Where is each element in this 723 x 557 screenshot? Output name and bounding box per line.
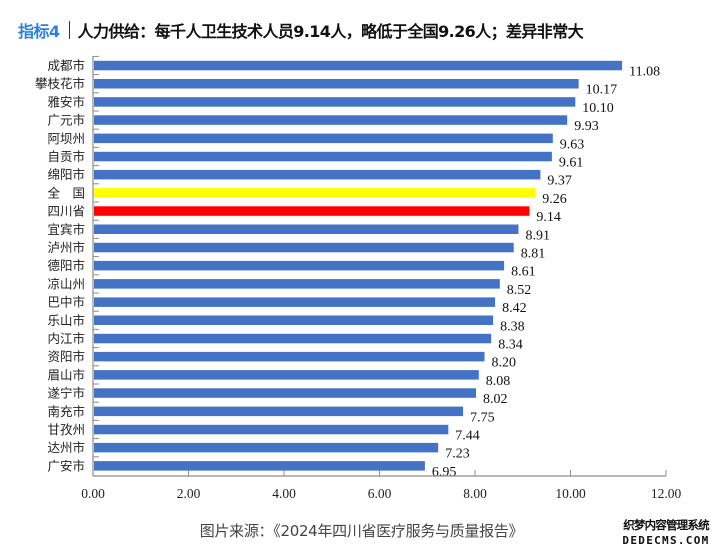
category-label: 泸州市 xyxy=(47,240,85,255)
category-label: 雅安市 xyxy=(47,94,85,109)
x-tick-label: 6.00 xyxy=(368,486,392,501)
bar xyxy=(94,242,514,253)
bar xyxy=(94,60,623,71)
data-label: 8.38 xyxy=(500,319,524,334)
chart-header: 指标4 人力供给：每千人卫生技术人员9.14人，略低于全国9.26人；差异非常大 xyxy=(18,17,584,43)
category-label: 广安市 xyxy=(47,458,85,473)
category-label: 眉山市 xyxy=(47,367,85,382)
bar xyxy=(94,188,536,198)
bar xyxy=(94,406,464,417)
data-label: 9.37 xyxy=(547,174,572,189)
watermark-line1: 织梦内容管理系统 xyxy=(623,518,709,532)
bar xyxy=(94,351,485,362)
category-label: 攀枝花市 xyxy=(35,76,85,91)
data-label: 8.61 xyxy=(511,265,535,280)
axes: 0.00 2.00 4.00 6.00 8.00 10.00 12.00 xyxy=(81,55,682,501)
category-label: 巴中市 xyxy=(47,295,85,310)
category-label: 乐山市 xyxy=(47,313,85,328)
category-label: 阿坝州 xyxy=(47,131,85,146)
bar xyxy=(94,115,568,125)
bar xyxy=(94,260,505,271)
bar xyxy=(94,370,479,380)
value-labels: 11.08 10.17 10.10 9.93 9.63 9.61 9.37 9.26 9.14 8… xyxy=(432,65,660,480)
bar xyxy=(94,79,579,89)
image-source-caption: 图片来源：《2024年四川省医疗服务与质量报告》 xyxy=(199,522,524,540)
bars-group xyxy=(94,60,623,471)
category-label: 凉山州 xyxy=(47,276,85,291)
data-label: 7.44 xyxy=(455,429,480,444)
bar xyxy=(94,133,553,144)
category-label: 内江市 xyxy=(47,331,85,346)
data-label: 11.08 xyxy=(629,65,660,80)
x-tick-label: 12.00 xyxy=(651,486,682,501)
bar xyxy=(94,442,439,453)
data-label: 9.26 xyxy=(542,192,567,207)
watermark-logo: 织梦内容管理系统 DEDECMS.COM xyxy=(614,518,718,547)
bar xyxy=(94,333,492,344)
bar xyxy=(94,97,576,107)
bar xyxy=(94,224,519,234)
category-label: 四川省 xyxy=(47,204,85,219)
data-label: 8.42 xyxy=(502,301,526,316)
data-label: 10.10 xyxy=(582,101,614,116)
header-divider xyxy=(68,21,70,39)
data-label: 9.14 xyxy=(536,210,561,225)
data-label: 9.63 xyxy=(560,137,585,152)
category-label: 资阳市 xyxy=(47,349,85,364)
data-label: 8.02 xyxy=(483,392,508,407)
data-label: 8.20 xyxy=(492,356,517,371)
indicator-tag: 指标4 xyxy=(18,22,60,41)
category-label: 自贡市 xyxy=(47,149,85,164)
data-label: 8.91 xyxy=(526,228,551,243)
category-label: 成都市 xyxy=(47,58,85,73)
category-label: 南充市 xyxy=(47,404,85,419)
page-title: 人力供给：每千人卫生技术人员9.14人，略低于全国9.26人；差异非常大 xyxy=(77,22,584,41)
x-tick-label: 4.00 xyxy=(272,486,296,501)
x-tick-label: 10.00 xyxy=(555,486,586,501)
data-label: 6.95 xyxy=(432,465,457,480)
bar xyxy=(94,424,449,435)
bar xyxy=(94,279,500,289)
x-tick-label: 8.00 xyxy=(463,486,487,501)
bar xyxy=(94,206,530,216)
category-label: 宜宾市 xyxy=(47,222,85,237)
watermark-line2: DEDECMS.COM xyxy=(622,533,710,547)
data-label: 8.52 xyxy=(507,283,532,298)
category-label: 绵阳市 xyxy=(47,167,85,182)
data-label: 7.75 xyxy=(470,410,495,425)
category-label: 广元市 xyxy=(47,113,85,128)
data-label: 8.08 xyxy=(486,374,511,389)
bar xyxy=(94,388,476,398)
bar xyxy=(94,461,425,471)
category-label: 全 国 xyxy=(47,185,85,200)
data-label: 10.17 xyxy=(586,83,618,98)
bar xyxy=(94,297,496,307)
data-label: 8.81 xyxy=(521,247,546,262)
category-label: 甘孜州 xyxy=(47,422,85,437)
category-label: 达州市 xyxy=(47,440,85,455)
data-label: 9.93 xyxy=(574,119,599,134)
data-label: 9.61 xyxy=(559,156,584,171)
data-label: 7.23 xyxy=(445,447,470,462)
bar xyxy=(94,315,494,325)
x-tick-label: 0.00 xyxy=(81,486,105,501)
category-label: 遂宁市 xyxy=(47,386,85,401)
x-tick-label: 2.00 xyxy=(177,486,201,501)
category-label: 德阳市 xyxy=(47,258,85,273)
data-label: 8.34 xyxy=(498,338,523,353)
bar xyxy=(94,169,541,180)
bar xyxy=(94,151,552,162)
